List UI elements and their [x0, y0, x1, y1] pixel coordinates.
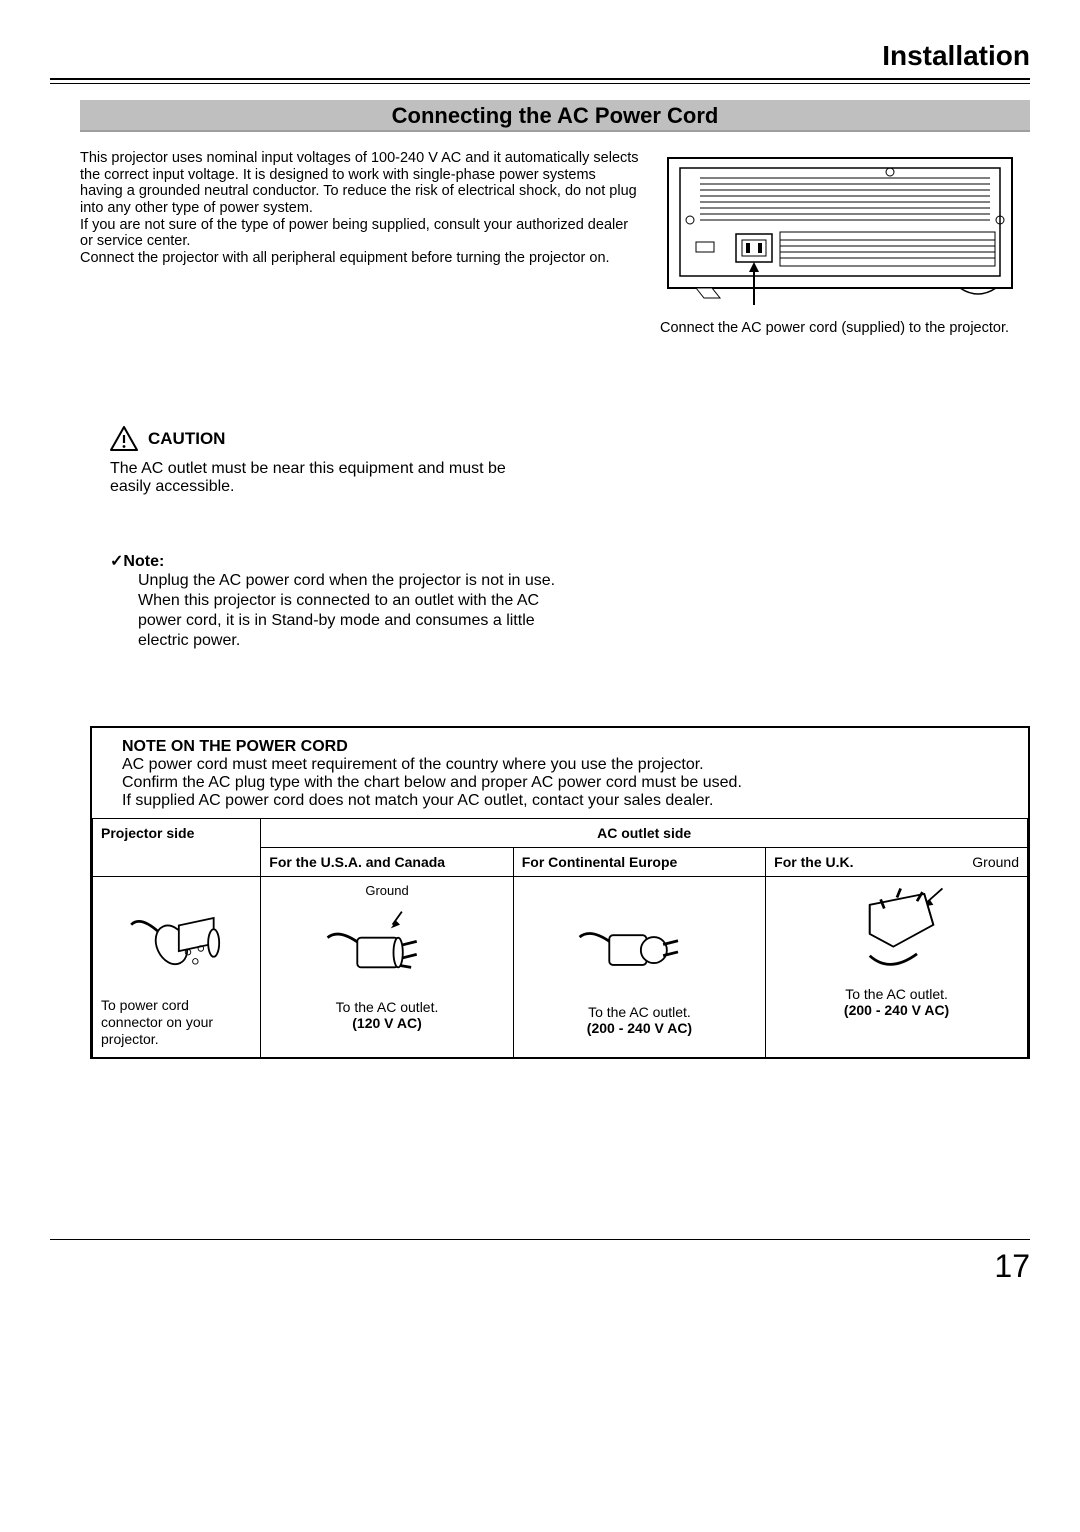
caution-icon [110, 426, 138, 452]
europe-cell: To the AC outlet. (200 - 240 V AC) [513, 877, 765, 1058]
footer-divider [50, 1239, 1030, 1240]
section-heading: Connecting the AC Power Cord [80, 100, 1030, 132]
note-label: ✓Note: [110, 551, 1030, 571]
uk-ground-label: Ground [972, 854, 1019, 870]
europe-plug-icon [574, 901, 704, 1001]
usa-outlet-text: To the AC outlet. [269, 999, 504, 1015]
uk-cell: To the AC outlet. (200 - 240 V AC) [766, 877, 1028, 1058]
cord-note-text: AC power cord must meet requirement of t… [122, 756, 742, 809]
table-col-usa: For the U.S.A. and Canada [261, 848, 513, 877]
table-header-projector-side: Projector side [93, 819, 261, 877]
europe-voltage: (200 - 240 V AC) [522, 1020, 757, 1036]
projector-diagram [660, 150, 1020, 310]
divider [50, 83, 1030, 84]
chapter-title: Installation [50, 40, 1030, 78]
usa-cell: Ground To the AC outlet. (120 V AC) [261, 877, 513, 1058]
caution-label: CAUTION [148, 429, 225, 449]
power-cord-table: Projector side AC outlet side For the U.… [92, 818, 1028, 1057]
uk-outlet-text: To the AC outlet. [774, 986, 1019, 1002]
europe-outlet-text: To the AC outlet. [522, 1004, 757, 1020]
divider [50, 78, 1030, 80]
diagram-caption: Connect the AC power cord (supplied) to … [660, 320, 1030, 336]
table-col-europe: For Continental Europe [513, 848, 765, 877]
page-number: 17 [50, 1248, 1030, 1285]
uk-plug-icon [832, 883, 962, 983]
cord-note-heading: NOTE ON THE POWER CORD [122, 738, 348, 755]
usa-plug-icon [322, 896, 452, 996]
uk-voltage: (200 - 240 V AC) [774, 1002, 1019, 1018]
usa-voltage: (120 V AC) [269, 1015, 504, 1031]
projector-side-text: To power cord connector on your projecto… [101, 997, 213, 1047]
projector-side-cell: To power cord connector on your projecto… [93, 877, 261, 1058]
power-cord-note-box: NOTE ON THE POWER CORD AC power cord mus… [90, 726, 1030, 1059]
intro-paragraph: This projector uses nominal input voltag… [80, 150, 640, 267]
note-text: Unplug the AC power cord when the projec… [138, 571, 558, 651]
caution-text: The AC outlet must be near this equipmen… [110, 460, 530, 496]
uk-label: For the U.K. [774, 854, 853, 870]
table-header-outlet-side: AC outlet side [261, 819, 1028, 848]
table-col-uk: For the U.K. Ground [766, 848, 1028, 877]
iec-connector-icon [122, 893, 232, 993]
